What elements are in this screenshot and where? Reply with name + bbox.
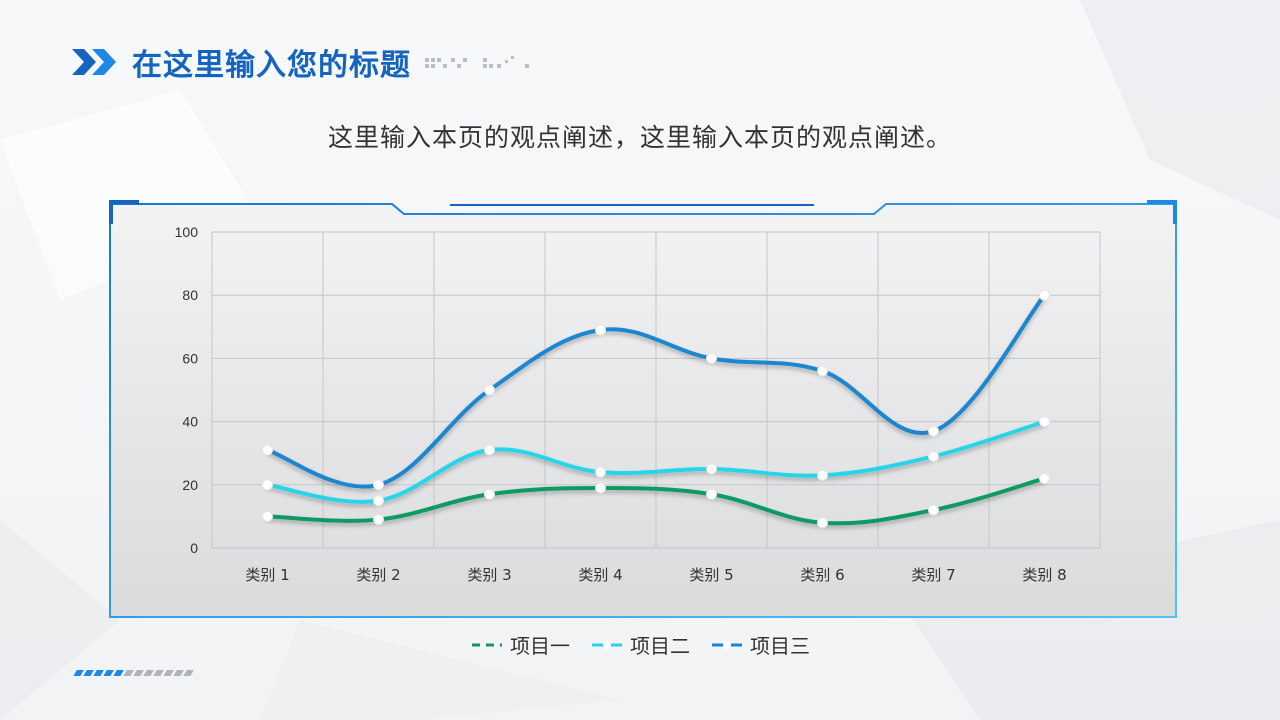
series-1-point — [817, 517, 828, 529]
y-axis-ticks: 0 20 40 60 80 100 — [175, 224, 199, 556]
chart-frame — [109, 200, 1177, 618]
y-tick-label: 100 — [175, 224, 199, 240]
chart-legend: 项目一 项目二 项目三 — [0, 630, 1280, 659]
x-tick-label: 类别 6 — [800, 566, 844, 584]
page-title: 在这里输入您的标题 — [132, 48, 411, 83]
series-1-point — [595, 482, 606, 494]
y-tick-label: 0 — [190, 540, 198, 556]
pixel-decoration — [425, 56, 529, 68]
legend-item-3: 项目三 — [710, 630, 810, 659]
series-3-point — [595, 324, 606, 336]
x-tick-label: 类别 1 — [245, 566, 289, 584]
series-2-point — [1039, 416, 1050, 428]
series-line-1 — [265, 476, 1047, 526]
series-1-point — [262, 510, 273, 522]
legend-item-2: 项目二 — [590, 630, 690, 659]
x-tick-label: 类别 3 — [467, 566, 511, 584]
legend-label-2: 项目二 — [630, 634, 690, 658]
series-1-point — [706, 488, 717, 500]
legend-swatch-3 — [712, 640, 742, 649]
series-3-point — [262, 444, 273, 456]
series-1-point — [373, 514, 384, 526]
series-1-point — [1039, 472, 1050, 484]
series-3-point — [928, 425, 939, 437]
series-1-point — [928, 504, 939, 516]
y-tick-label: 20 — [182, 477, 198, 493]
series-3-point — [706, 352, 717, 364]
x-tick-label: 类别 2 — [356, 566, 400, 584]
x-tick-label: 类别 5 — [689, 566, 733, 584]
double-chevron-icon — [72, 49, 116, 75]
x-tick-label: 类别 8 — [1022, 566, 1066, 584]
series-1-point — [484, 488, 495, 500]
series-3-point — [817, 365, 828, 377]
series-2-point — [706, 463, 717, 475]
chart-points — [262, 289, 1050, 529]
stripe-decoration — [73, 670, 194, 676]
series-2-point — [595, 466, 606, 478]
legend-swatch-2 — [592, 640, 622, 649]
header: 在这里输入您的标题 — [72, 40, 545, 84]
y-tick-label: 60 — [182, 350, 198, 366]
y-tick-label: 80 — [182, 287, 198, 303]
x-tick-label: 类别 4 — [578, 566, 622, 584]
x-axis-ticks: 类别 1 类别 2 类别 3 类别 4 类别 5 类别 6 类别 7 类别 8 — [245, 566, 1066, 584]
legend-swatch-1 — [472, 643, 502, 646]
series-2-point — [373, 495, 384, 507]
series-2-point — [817, 469, 828, 481]
series-line-2 — [265, 419, 1047, 504]
series-3-point — [484, 384, 495, 396]
y-tick-label: 40 — [182, 414, 198, 430]
legend-label-1: 项目一 — [510, 634, 570, 658]
legend-label-3: 项目三 — [750, 634, 810, 658]
subtitle: 这里输入本页的观点阐述，这里输入本页的观点阐述。 — [327, 123, 952, 152]
series-2-point — [928, 450, 939, 462]
series-2-point — [484, 444, 495, 456]
legend-item-1: 项目一 — [470, 630, 570, 659]
x-tick-label: 类别 7 — [911, 566, 955, 584]
series-2-point — [262, 479, 273, 491]
series-3-point — [373, 479, 384, 491]
series-3-point — [1039, 289, 1050, 301]
